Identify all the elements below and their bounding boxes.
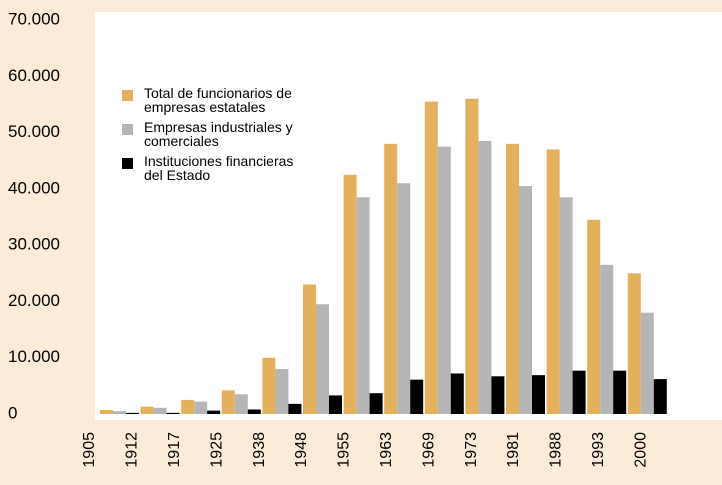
bar [288,403,302,414]
bar [181,399,195,414]
x-tick-label: 1955 [336,432,353,468]
x-tick-label: 1973 [463,432,480,468]
bar [356,197,370,414]
legend-item: Empresas industriales y comerciales [120,120,315,148]
y-tick-label: 0 [8,403,17,422]
bar [532,375,545,414]
bar [506,143,519,415]
bar [491,376,505,414]
y-tick-label: 50.000 [8,122,60,141]
bar [194,401,208,414]
bar [234,394,248,414]
bar [397,183,411,414]
bar [113,411,126,414]
bar [519,186,532,414]
y-tick-label: 70.000 [8,9,60,28]
bar [572,370,586,414]
bar [275,368,289,414]
x-tick-label: 1993 [590,432,607,468]
bar [424,101,438,414]
bar [653,379,667,414]
bar [343,174,357,414]
bar [384,143,398,415]
legend-item: Total de funcionarios de empresas estata… [120,86,315,114]
bar [587,219,601,414]
bar [478,141,492,414]
y-tick-label: 30.000 [8,235,60,254]
bar [627,273,641,414]
bar [262,357,276,414]
bar [410,379,424,414]
x-tick-label: 1917 [166,432,183,468]
x-tick-label: 1905 [81,432,98,468]
x-tick-label: 1938 [251,432,268,468]
x-tick-label: 1969 [420,432,437,468]
bar [303,284,316,414]
y-tick-label: 10.000 [8,347,60,366]
bar [153,407,167,414]
bar [207,410,221,414]
bar [247,409,261,414]
y-tick-label: 20.000 [8,291,60,310]
bar [437,146,451,414]
legend-item: Instituciones financieras del Estado [120,154,315,182]
legend: Total de funcionarios de empresas estata… [120,86,315,188]
x-tick-label: 1912 [124,432,141,468]
bar [600,264,614,414]
legend-label: Total de funcionarios de empresas estata… [144,85,292,115]
legend-swatch [122,90,133,101]
bar [559,197,573,414]
bar [100,410,113,414]
legend-label: Instituciones financieras del Estado [144,153,294,183]
bar [140,406,154,414]
x-tick-label: 1925 [208,432,225,468]
bar [126,412,139,414]
bar [546,149,560,414]
bar [450,373,464,414]
bar [465,98,479,415]
legend-swatch [122,158,133,169]
x-tick-label: 1963 [378,432,395,468]
legend-swatch [122,124,133,135]
bar [166,412,180,414]
bar [329,395,342,414]
x-tick-label: 1981 [505,432,522,468]
bar [613,370,627,414]
y-tick-label: 40.000 [8,178,60,197]
bar [316,304,329,414]
y-tick-label: 60.000 [8,66,60,85]
x-tick-label: 1948 [293,432,310,468]
legend-label: Empresas industriales y comerciales [144,119,293,149]
bar [640,312,654,414]
bar [221,390,235,414]
x-tick-label: 1988 [548,432,565,468]
x-tick-label: 2000 [632,432,649,468]
bar [369,393,383,414]
